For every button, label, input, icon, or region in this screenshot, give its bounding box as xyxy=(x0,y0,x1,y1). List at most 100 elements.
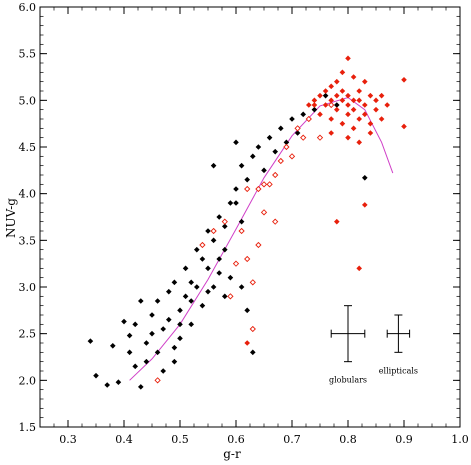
filled-diamond-point xyxy=(110,343,116,349)
filled-diamond-point xyxy=(345,102,351,108)
filled-diamond-point xyxy=(138,298,144,304)
filled-diamond-point xyxy=(373,97,379,104)
x-axis-label: g-r xyxy=(223,447,241,461)
open-diamond-point xyxy=(238,227,245,235)
filled-diamond-point xyxy=(334,106,340,113)
filled-diamond-point xyxy=(250,153,256,160)
filled-diamond-point xyxy=(356,265,362,272)
filled-diamond-point xyxy=(222,223,228,230)
filled-diamond-point xyxy=(272,148,278,155)
filled-diamond-point xyxy=(328,130,334,136)
filled-diamond-point xyxy=(322,92,329,99)
filled-diamond-point xyxy=(339,97,346,104)
filled-diamond-point xyxy=(121,318,127,325)
filled-diamond-point xyxy=(149,312,155,318)
filled-diamond-point xyxy=(311,102,318,108)
filled-diamond-point xyxy=(362,202,368,208)
filled-diamond-point xyxy=(378,116,385,122)
open-diamond-point xyxy=(232,260,240,267)
filled-diamond-point xyxy=(283,139,290,146)
filled-diamond-point xyxy=(350,106,357,113)
filled-diamond-point xyxy=(238,284,245,290)
plot-frame xyxy=(39,6,461,428)
filled-diamond-point xyxy=(294,130,301,136)
filled-diamond-point xyxy=(210,237,217,244)
filled-diamond-point xyxy=(166,316,172,323)
open-diamond-point xyxy=(260,209,268,216)
filled-diamond-point xyxy=(126,332,133,339)
x-tick-label: 0.6 xyxy=(227,433,245,446)
filled-diamond-point xyxy=(334,78,340,85)
filled-diamond-point xyxy=(126,349,133,356)
filled-diamond-point xyxy=(350,125,357,132)
y-axis-label: NUV-g xyxy=(4,198,18,238)
filled-diamond-point xyxy=(199,256,206,262)
filled-diamond-point xyxy=(154,298,161,304)
filled-diamond-point xyxy=(345,92,351,99)
filled-diamond-point xyxy=(356,97,362,104)
open-diamond-point xyxy=(249,325,256,333)
filled-diamond-point xyxy=(255,144,262,150)
filled-diamond-point xyxy=(138,384,144,390)
filled-diamond-point xyxy=(261,167,267,174)
filled-diamond-point xyxy=(328,83,334,90)
filled-diamond-point xyxy=(362,111,368,118)
filled-diamond-point xyxy=(182,265,189,272)
open-diamond-point xyxy=(255,241,262,249)
filled-diamond-point xyxy=(345,55,351,62)
filled-diamond-point xyxy=(143,340,150,346)
filled-diamond-point xyxy=(356,116,362,122)
filled-diamond-point xyxy=(154,349,161,356)
filled-diamond-point xyxy=(339,88,346,94)
filled-diamond-point xyxy=(210,284,217,290)
filled-diamond-point xyxy=(362,175,368,181)
filled-diamond-point xyxy=(334,102,340,108)
error-bars: globulars ellipticals xyxy=(329,305,418,385)
filled-diamond-point xyxy=(278,125,284,132)
filled-diamond-point xyxy=(227,274,234,281)
open-diamond-point xyxy=(266,181,273,188)
fit-curve xyxy=(129,96,394,381)
filled-diamond-point xyxy=(177,321,183,328)
filled-diamond-point xyxy=(171,344,178,351)
filled-diamond-point xyxy=(373,106,379,113)
filled-diamond-point xyxy=(401,123,407,130)
filled-diamond-point xyxy=(160,368,166,374)
filled-diamond-point xyxy=(233,186,239,192)
open-diamond-point xyxy=(221,218,228,225)
filled-diamond-point xyxy=(216,270,222,276)
open-diamond-point xyxy=(283,143,290,151)
filled-diamond-point xyxy=(266,134,273,141)
filled-diamond-point xyxy=(367,130,374,136)
filled-diamond-point xyxy=(199,302,206,309)
data-points xyxy=(87,55,407,390)
filled-diamond-point xyxy=(166,288,172,295)
filled-diamond-point xyxy=(149,330,155,337)
filled-diamond-point xyxy=(356,88,362,94)
open-diamond-point xyxy=(210,227,217,235)
y-tick-label: 3.5 xyxy=(19,234,37,247)
filled-diamond-point xyxy=(143,358,150,365)
filled-diamond-point xyxy=(222,246,228,253)
x-tick-label: 0.4 xyxy=(115,433,133,446)
filled-diamond-point xyxy=(362,78,368,85)
filled-diamond-point xyxy=(210,162,217,169)
filled-diamond-point xyxy=(227,200,234,206)
filled-diamond-point xyxy=(205,288,211,295)
filled-diamond-point xyxy=(194,284,200,290)
filled-diamond-point xyxy=(233,139,239,146)
open-diamond-point xyxy=(277,157,284,165)
x-tick-label: 0.9 xyxy=(395,433,413,446)
filled-diamond-point xyxy=(306,102,312,108)
open-diamond-point xyxy=(300,134,307,141)
y-tick-label: 3.0 xyxy=(19,281,37,294)
filled-diamond-point xyxy=(132,321,138,328)
filled-diamond-point xyxy=(238,162,245,169)
filled-diamond-point xyxy=(87,338,94,344)
y-tick-label: 4.5 xyxy=(19,141,37,154)
filled-diamond-point xyxy=(188,321,194,328)
filled-diamond-point xyxy=(233,200,239,206)
y-tick-label: 5.5 xyxy=(19,48,37,61)
filled-diamond-point xyxy=(356,139,362,146)
open-diamond-point xyxy=(244,185,251,193)
